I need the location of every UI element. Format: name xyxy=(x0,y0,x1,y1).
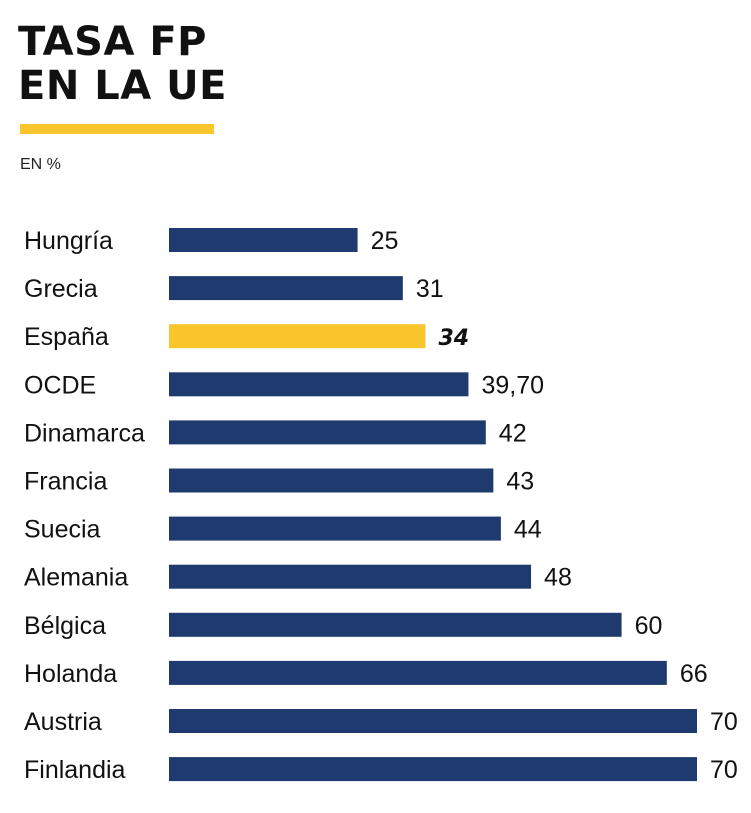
value-label-grecia: 31 xyxy=(416,275,444,303)
value-label-finlandia: 70 xyxy=(710,756,738,784)
chart-title-line-2: EN LA UE xyxy=(18,63,227,109)
category-label-holanda: Holanda xyxy=(24,660,117,688)
bar-austria xyxy=(169,709,697,733)
category-label-francia: Francia xyxy=(24,468,107,496)
bar-francia xyxy=(169,468,494,493)
value-label-ocde: 39,70 xyxy=(481,371,544,399)
title-underline xyxy=(20,124,214,134)
category-label-grecia: Grecia xyxy=(24,275,98,303)
bar-dinamarca xyxy=(169,420,486,445)
chart-title: TASA FP EN LA UE xyxy=(18,20,227,108)
bar-belgica xyxy=(169,612,622,637)
bar-grecia xyxy=(169,276,403,301)
category-label-hungria: Hungría xyxy=(24,227,113,255)
value-label-espana: 34 xyxy=(438,326,469,351)
category-label-suecia: Suecia xyxy=(24,516,101,544)
value-label-hungria: 25 xyxy=(371,227,399,255)
category-label-alemania: Alemania xyxy=(24,564,128,592)
category-label-dinamarca: Dinamarca xyxy=(24,419,145,447)
category-label-espana: España xyxy=(24,323,109,351)
value-label-suecia: 44 xyxy=(514,516,542,544)
chart-title-line-1: TASA FP xyxy=(18,19,207,65)
value-label-francia: 43 xyxy=(506,468,534,496)
value-label-belgica: 60 xyxy=(635,612,663,640)
bar-finlandia xyxy=(169,757,697,782)
category-label-belgica: Bélgica xyxy=(24,612,106,640)
category-label-ocde: OCDE xyxy=(24,371,96,399)
bar-espana xyxy=(169,324,426,349)
category-label-austria: Austria xyxy=(24,708,102,736)
bar-ocde xyxy=(169,372,469,397)
unit-label: EN % xyxy=(20,156,61,173)
bar-alemania xyxy=(169,564,532,589)
bar-holanda xyxy=(169,660,667,685)
value-label-holanda: 66 xyxy=(680,660,708,688)
category-label-finlandia: Finlandia xyxy=(24,756,126,784)
bar-suecia xyxy=(169,516,501,541)
value-label-dinamarca: 42 xyxy=(499,419,527,447)
value-label-austria: 70 xyxy=(710,708,738,736)
value-label-alemania: 48 xyxy=(544,564,572,592)
bar-hungria xyxy=(169,228,358,252)
